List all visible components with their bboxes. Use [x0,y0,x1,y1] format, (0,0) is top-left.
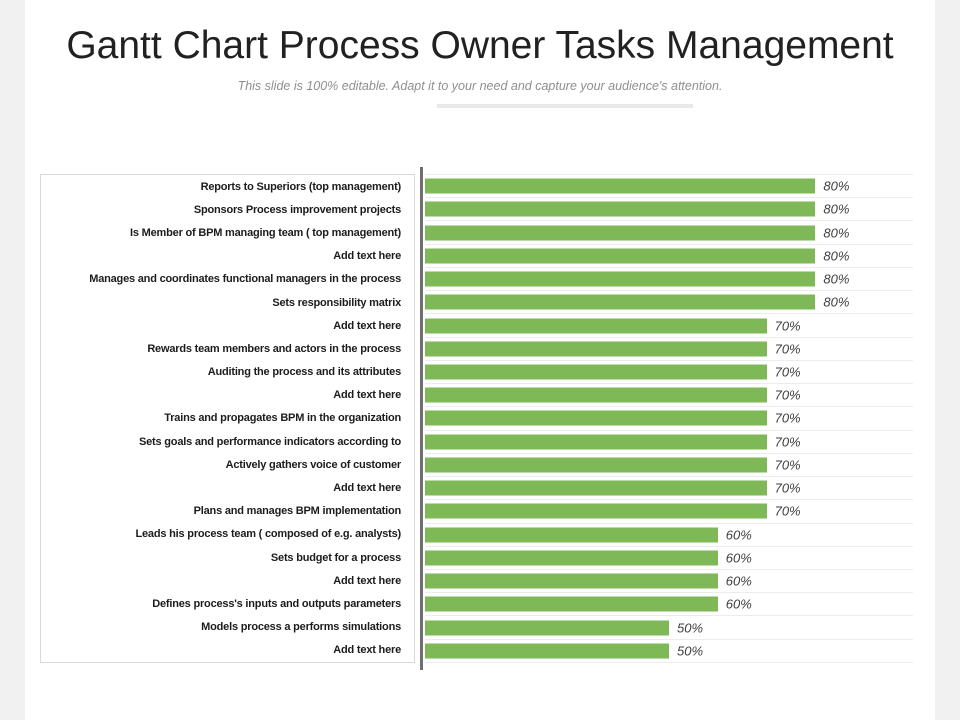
task-bar [425,201,816,217]
bar-value-label: 70% [774,364,801,380]
bar-row: 80% [425,291,913,315]
task-label: Rewards team members and actors in the p… [147,342,401,355]
task-label: Models process a performs simulations [201,621,401,634]
task-bar [425,527,718,543]
bar-row: 80% [425,245,913,268]
bar-value-label: 70% [774,318,801,334]
task-bar [425,178,816,194]
task-label: Is Member of BPM managing team ( top man… [130,226,401,239]
plot-area: 80% 80% 80% 80% 80% 80% 70% 70% 70% 70% 70% 70% 70% 7… [425,174,913,663]
bar-row: 60% [425,593,913,617]
bar-row: 70% [425,361,913,385]
task-bar [425,550,718,566]
bar-value-label: 70% [774,480,801,496]
bar-row: 70% [425,314,913,338]
bar-value-label: 80% [823,225,850,241]
task-label: Manages and coordinates functional manag… [89,273,401,286]
bar-row: 70% [425,338,913,361]
task-bar [425,573,718,589]
task-label: Sponsors Process improvement projects [193,203,401,216]
bar-row: 60% [425,570,913,594]
task-label: Defines process's inputs and outputs par… [152,597,401,610]
bar-value-label: 70% [774,341,801,357]
task-label: Sets budget for a process [270,551,401,564]
bar-row: 70% [425,500,913,524]
bar-row: 80% [425,268,913,292]
bar-row: 80% [425,198,913,222]
bar-value-label: 50% [677,620,704,636]
task-bar [425,596,718,612]
task-bar [425,503,767,519]
task-labels-panel: Reports to Superiors (top management) Spo… [40,174,415,663]
task-bar [425,318,767,334]
task-label: Sets goals and performance indicators ac… [138,435,401,448]
task-bar [425,410,767,426]
task-label: Reports to Superiors (top management) [200,180,402,193]
page-title: Gantt Chart Process Owner Tasks Manageme… [66,24,894,67]
bar-value-label: 50% [677,643,704,659]
bar-value-label: 70% [774,503,801,519]
task-label: Add text here [333,644,401,657]
bar-row: 60% [425,524,913,547]
bar-row: 60% [425,547,913,570]
bar-row: 80% [425,175,913,199]
task-label: Actively gathers voice of customer [225,458,402,471]
task-bar [425,620,669,636]
bar-value-label: 60% [725,550,752,566]
task-bar [425,341,767,357]
task-bar [425,294,816,310]
bar-value-label: 80% [823,178,850,194]
bar-value-label: 70% [774,387,801,403]
task-bar [425,225,816,241]
bar-value-label: 60% [725,596,752,612]
task-label: Add text here [333,319,401,332]
left-margin-strip [0,0,25,720]
bar-value-label: 80% [823,201,850,217]
bar-value-label: 80% [823,271,850,287]
task-bar [425,643,669,659]
bar-row: 70% [425,431,913,454]
right-margin-strip [935,0,960,720]
chart-axis-line [420,167,423,670]
task-bar [425,248,816,264]
bar-value-label: 60% [725,573,752,589]
bar-value-label: 70% [774,434,801,450]
task-bar [425,457,767,473]
bar-row: 50% [425,616,913,640]
task-bar [425,387,767,403]
bar-row: 80% [425,221,913,245]
bar-value-label: 80% [823,294,850,310]
task-label: Plans and manages BPM implementation [193,505,402,518]
task-label: Add text here [333,250,401,263]
task-label: Sets responsibility matrix [272,296,401,309]
bar-row: 70% [425,407,913,431]
bar-value-label: 70% [774,410,801,426]
bar-value-label: 60% [725,527,752,543]
bar-row: 70% [425,454,913,478]
task-bar [425,434,767,450]
task-label: Add text here [333,482,401,495]
bar-value-label: 80% [823,248,850,264]
task-bar [425,480,767,496]
task-bar [425,271,816,287]
bar-value-label: 70% [774,457,801,473]
task-label: Add text here [333,389,401,402]
task-label: Trains and propagates BPM in the organiz… [164,412,401,425]
task-bar [425,364,767,380]
bar-row: 50% [425,640,913,663]
task-label: Add text here [333,574,401,587]
bar-row: 70% [425,384,913,408]
task-label: Auditing the process and its attributes [207,366,401,379]
subtitle-divider [437,104,693,108]
bar-row: 70% [425,477,913,501]
task-label: Leads his process team ( composed of e.g… [135,528,402,541]
page-subtitle: This slide is 100% editable. Adapt it to… [237,79,723,93]
